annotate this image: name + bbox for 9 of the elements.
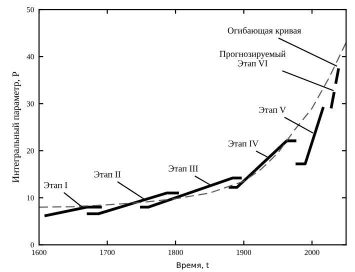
y-axis-title: Интегральный параметр, P bbox=[12, 72, 21, 183]
annotation: Этап IV bbox=[228, 140, 259, 147]
annotation: Огибающая кривая bbox=[228, 27, 302, 36]
annotation: Этап V bbox=[259, 106, 286, 113]
line-series bbox=[39, 42, 346, 208]
annotation: Этап III bbox=[168, 166, 198, 172]
annotation: Этап II bbox=[94, 171, 121, 178]
annotation: Этап I bbox=[44, 182, 68, 188]
annotation: Прогнозируемый Этап VI bbox=[220, 50, 286, 66]
